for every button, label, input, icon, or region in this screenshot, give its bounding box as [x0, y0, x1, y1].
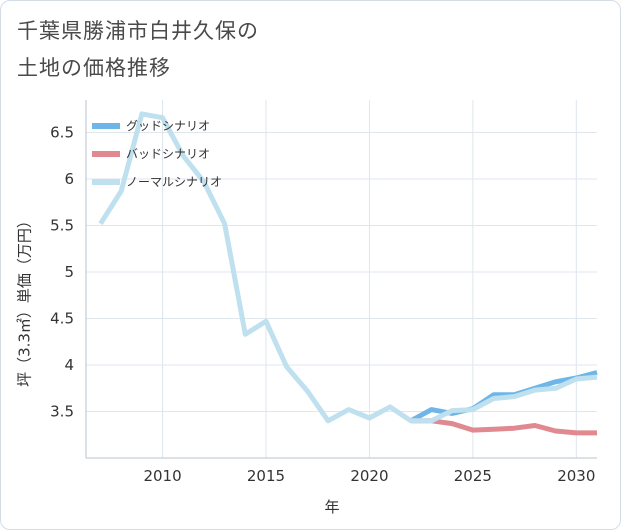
x-tick-label: 2020	[350, 467, 388, 485]
x-tick-label: 2015	[247, 467, 285, 485]
legend-label: ノーマルシナリオ	[126, 175, 222, 189]
tick-labels: 3.5 4 4.5 5 5.5 6 6.5 2010 2015 2020 2025 2030	[50, 124, 595, 485]
x-tick-label: 2030	[557, 467, 595, 485]
y-axis-label: 坪（3.3㎡）単価（万円）	[15, 213, 34, 387]
y-tick-label: 6	[64, 170, 74, 188]
series-lines	[98, 111, 598, 436]
legend-label: グッドシナリオ	[126, 119, 210, 133]
series-line-good	[409, 370, 598, 423]
y-tick-label: 4.5	[50, 310, 74, 328]
y-tick-label: 5	[64, 263, 74, 281]
y-tick-label: 6.5	[50, 124, 74, 142]
y-tick-label: 5.5	[50, 217, 74, 235]
series-line-bad	[410, 418, 597, 436]
chart-title-line-1: 千葉県勝浦市白井久保の	[17, 19, 259, 43]
series-line-normal	[98, 111, 598, 424]
x-tick-label: 2025	[454, 467, 492, 485]
chart-title-line-2: 土地の価格推移	[17, 56, 171, 80]
y-tick-label: 4	[64, 356, 74, 374]
x-tick-label: 2010	[143, 467, 181, 485]
chart-title: 千葉県勝浦市白井久保の 土地の価格推移	[17, 13, 259, 87]
legend-label: バッドシナリオ	[126, 147, 210, 161]
axes	[85, 100, 597, 459]
x-axis-label: 年	[324, 498, 340, 516]
y-tick-label: 3.5	[50, 403, 74, 421]
